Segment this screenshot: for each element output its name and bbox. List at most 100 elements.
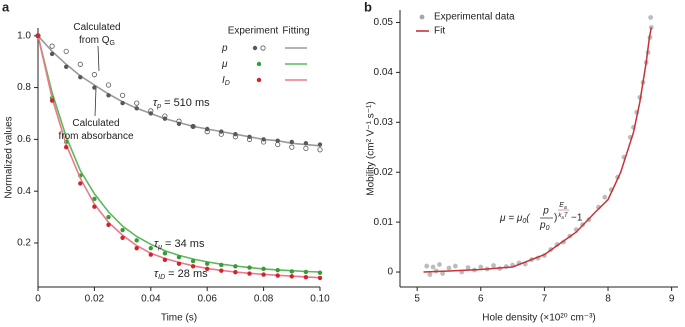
open-point	[120, 92, 126, 98]
data-point	[424, 263, 430, 269]
data-point	[317, 142, 323, 147]
text-part: τ	[153, 97, 158, 109]
legend-label: ID	[222, 75, 230, 88]
data-point	[106, 222, 111, 228]
open-point	[317, 147, 323, 153]
text-part: p	[221, 43, 228, 54]
legend-label: p	[221, 43, 228, 54]
equation: )	[554, 213, 557, 224]
y-tick-label: 0.02	[374, 167, 394, 178]
y-tick-label: 0.04	[374, 67, 394, 78]
data-point	[602, 194, 608, 200]
data-point	[190, 264, 196, 269]
panel-label: b	[364, 0, 372, 14]
data-point	[148, 245, 153, 251]
text-part: 0	[522, 218, 526, 225]
text-part: E	[559, 202, 564, 209]
data-point	[92, 196, 97, 202]
open-point	[77, 61, 83, 67]
data-point	[247, 271, 252, 276]
x-tick-label: 7	[542, 294, 548, 305]
annotation: from absorbance	[58, 131, 133, 142]
text-part: ID	[158, 274, 165, 281]
y-tick-label: 1.0	[17, 30, 31, 41]
annotation: τID = 28 ms	[154, 268, 208, 281]
fit-line	[37, 35, 321, 273]
data-point	[106, 214, 111, 220]
fit-line	[37, 35, 321, 147]
equation: p	[542, 206, 549, 217]
data-point	[289, 139, 294, 145]
data-point	[289, 274, 294, 279]
legend-marker	[256, 61, 262, 67]
data-point	[275, 138, 280, 143]
data-point	[233, 270, 238, 275]
open-point	[275, 141, 281, 148]
data-point	[190, 258, 196, 264]
y-axis-label: Normalized values	[4, 116, 15, 198]
x-tick-label: 0.02	[85, 294, 105, 305]
data-point	[465, 265, 471, 270]
open-point	[289, 144, 295, 150]
x-tick-label: 5	[414, 294, 420, 305]
text-part: μ	[157, 244, 162, 251]
data-point	[106, 93, 111, 98]
data-point	[162, 257, 168, 263]
y-tick-label: 0.05	[374, 17, 394, 28]
fit-line	[423, 27, 653, 273]
text-part: I	[222, 75, 225, 86]
annotation: τp = 510 ms	[153, 97, 210, 110]
data-point	[219, 268, 224, 273]
data-point	[162, 116, 168, 121]
data-point	[275, 273, 280, 278]
data-point	[261, 266, 266, 272]
data-point	[190, 124, 196, 129]
text-part: τ	[154, 268, 159, 280]
data-point	[317, 270, 323, 275]
data-point	[148, 111, 153, 116]
text-part: = 28 ms	[165, 268, 208, 280]
y-tick-label: 0.01	[374, 217, 394, 228]
legend-marker	[419, 14, 425, 20]
data-point	[49, 98, 55, 103]
text-part: k	[558, 213, 562, 219]
legend-header: Fitting	[282, 26, 309, 37]
open-point	[105, 82, 112, 88]
data-point	[134, 106, 139, 111]
annotation-pointer	[97, 45, 100, 72]
text-part: from Q	[79, 35, 110, 46]
y-tick-label: 0.2	[17, 238, 31, 249]
y-tick-label: 0.4	[17, 186, 31, 197]
text-part: = 510 ms	[161, 97, 210, 109]
text-part: 0	[546, 225, 550, 232]
legend-marker	[260, 45, 266, 51]
equation: Ea	[559, 202, 567, 211]
x-tick-label: 8	[605, 294, 611, 305]
text-part: p	[539, 220, 546, 231]
data-point	[78, 181, 83, 186]
text-part: D	[225, 80, 230, 87]
data-point	[176, 121, 182, 127]
text-part: from absorbance	[58, 131, 133, 142]
data-point	[648, 15, 654, 20]
text-part: a	[564, 205, 567, 211]
text-part: Calculated	[73, 22, 120, 33]
text-part: T	[564, 213, 569, 219]
y-tick-label: 0.6	[17, 134, 31, 145]
data-point	[120, 227, 125, 233]
data-point	[427, 272, 433, 277]
open-point	[49, 43, 55, 49]
data-point	[437, 262, 442, 267]
text-part: τ	[154, 238, 159, 250]
y-tick-label: 0.8	[17, 82, 31, 93]
data-point	[478, 264, 484, 270]
legend-header: Experiment	[228, 26, 279, 37]
equation: μ = μ0(	[499, 213, 531, 226]
open-point	[91, 72, 98, 78]
x-tick-label: 0.06	[197, 294, 217, 305]
data-point	[303, 274, 309, 280]
y-axis-label: Mobility (cm² V⁻¹ s⁻¹)	[366, 101, 377, 195]
open-point	[134, 100, 140, 106]
x-axis-label: Time (s)	[161, 313, 197, 324]
data-point	[35, 33, 41, 38]
